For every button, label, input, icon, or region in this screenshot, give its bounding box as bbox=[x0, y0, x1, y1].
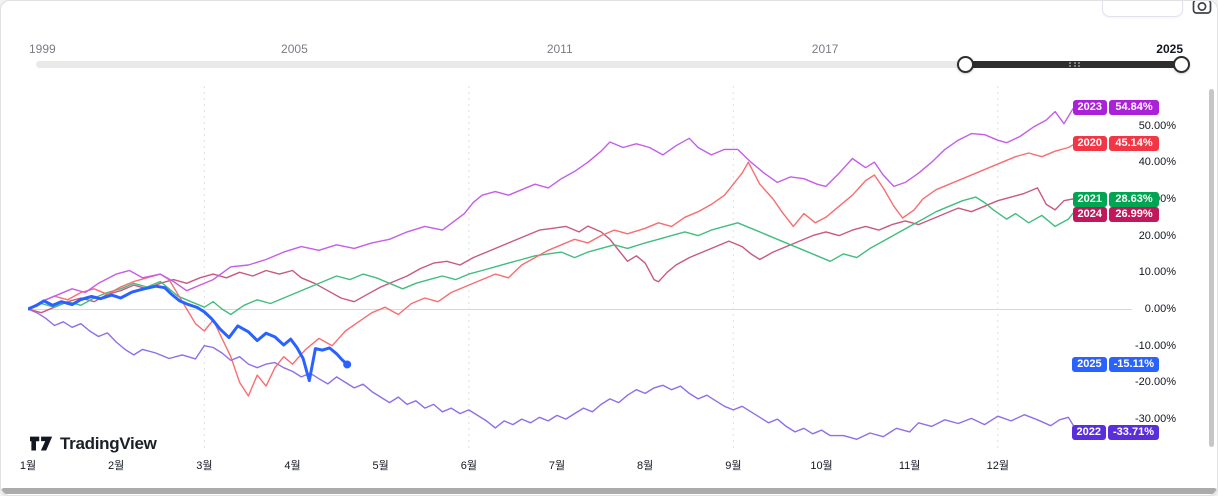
timeline-year-label: 2017 bbox=[811, 42, 839, 56]
x-axis-label: 1월 bbox=[19, 460, 37, 472]
badge-value-label: -15.11% bbox=[1108, 356, 1159, 372]
series-line-2021 bbox=[28, 196, 1086, 316]
slider-handle-right[interactable] bbox=[1173, 56, 1190, 73]
series-line-2020 bbox=[28, 140, 1086, 397]
x-axis-label: 12월 bbox=[986, 460, 1010, 472]
year-slider-track[interactable] bbox=[36, 61, 1186, 68]
badge-value-label: 54.84% bbox=[1109, 100, 1159, 116]
x-axis-label: 2월 bbox=[108, 460, 125, 472]
badge-value-label: 28.63% bbox=[1109, 191, 1159, 207]
x-axis-label: 3월 bbox=[196, 460, 213, 472]
badge-value-label: 45.14% bbox=[1109, 135, 1159, 151]
x-axis-label: 9월 bbox=[725, 460, 742, 472]
y-axis-label: -20.00% bbox=[1135, 376, 1176, 389]
camera-icon bbox=[1192, 1, 1212, 14]
series-line-2023 bbox=[28, 102, 1086, 310]
timeline-year-label: 2025 bbox=[1156, 42, 1184, 56]
slider-handle-left[interactable] bbox=[956, 56, 974, 73]
tradingview-watermark[interactable]: TradingView bbox=[30, 434, 157, 454]
vertical-scrollbar[interactable] bbox=[1209, 89, 1214, 447]
year-badge-2020: 2020 45.14% bbox=[1072, 135, 1159, 151]
series-line-2025 bbox=[28, 284, 349, 383]
year-badge-2024: 2024 26.99% bbox=[1072, 207, 1159, 223]
badge-year-label: 2021 bbox=[1072, 191, 1107, 207]
x-axis-label: 11월 bbox=[898, 460, 921, 472]
year-badge-2025: 2025 -15.11% bbox=[1072, 356, 1159, 372]
horizontal-scrollbar[interactable] bbox=[1, 488, 1217, 494]
timeline-year-label: 2005 bbox=[281, 42, 308, 56]
badge-year-label: 2022 bbox=[1071, 425, 1107, 441]
slider-grip-icon[interactable] bbox=[1069, 62, 1081, 67]
year-badge-2023: 2023 54.84% bbox=[1072, 100, 1159, 116]
x-axis-label: 7월 bbox=[548, 460, 566, 472]
y-axis-label: 0.00% bbox=[1144, 303, 1176, 315]
timeline-year-label: 2011 bbox=[546, 42, 573, 56]
interval-dropdown[interactable] bbox=[1102, 1, 1183, 17]
series-line-2022 bbox=[28, 308, 1086, 440]
zero-gridline bbox=[28, 309, 1132, 310]
series-line-2024 bbox=[28, 187, 1086, 314]
x-axis-label: 6월 bbox=[460, 460, 477, 472]
x-axis-label: 10월 bbox=[810, 460, 833, 472]
badge-value-label: 26.99% bbox=[1109, 207, 1159, 223]
badge-year-label: 2025 bbox=[1072, 356, 1107, 372]
tradingview-logo-icon bbox=[30, 436, 53, 450]
y-axis-label: 40.00% bbox=[1138, 156, 1176, 169]
tradingview-watermark-text: TradingView bbox=[60, 434, 157, 453]
badge-year-label: 2023 bbox=[1072, 100, 1107, 116]
badge-value-label: -33.71% bbox=[1108, 425, 1159, 441]
y-axis-label: -10.00% bbox=[1135, 339, 1176, 352]
badge-year-label: 2020 bbox=[1072, 135, 1107, 151]
year-badge-2022: 2022 -33.71% bbox=[1071, 425, 1159, 441]
camera-button[interactable] bbox=[1187, 1, 1217, 21]
x-axis-label: 5월 bbox=[372, 460, 389, 472]
y-axis-label: -30.00% bbox=[1135, 413, 1176, 426]
y-axis-label: 50.00% bbox=[1138, 119, 1176, 132]
chart-plot[interactable] bbox=[28, 86, 1086, 448]
x-axis-label: 8월 bbox=[637, 460, 654, 472]
series-end-dot-2025 bbox=[343, 360, 352, 369]
timeline-year-label: 1999 bbox=[29, 42, 56, 56]
x-axis-label: 4월 bbox=[284, 460, 301, 472]
y-axis-label: 10.00% bbox=[1138, 266, 1176, 279]
year-badge-2021: 2021 28.63% bbox=[1072, 191, 1159, 207]
y-axis-label: 20.00% bbox=[1138, 229, 1176, 242]
badge-year-label: 2024 bbox=[1072, 207, 1107, 223]
year-slider-selected-range[interactable] bbox=[964, 61, 1186, 68]
